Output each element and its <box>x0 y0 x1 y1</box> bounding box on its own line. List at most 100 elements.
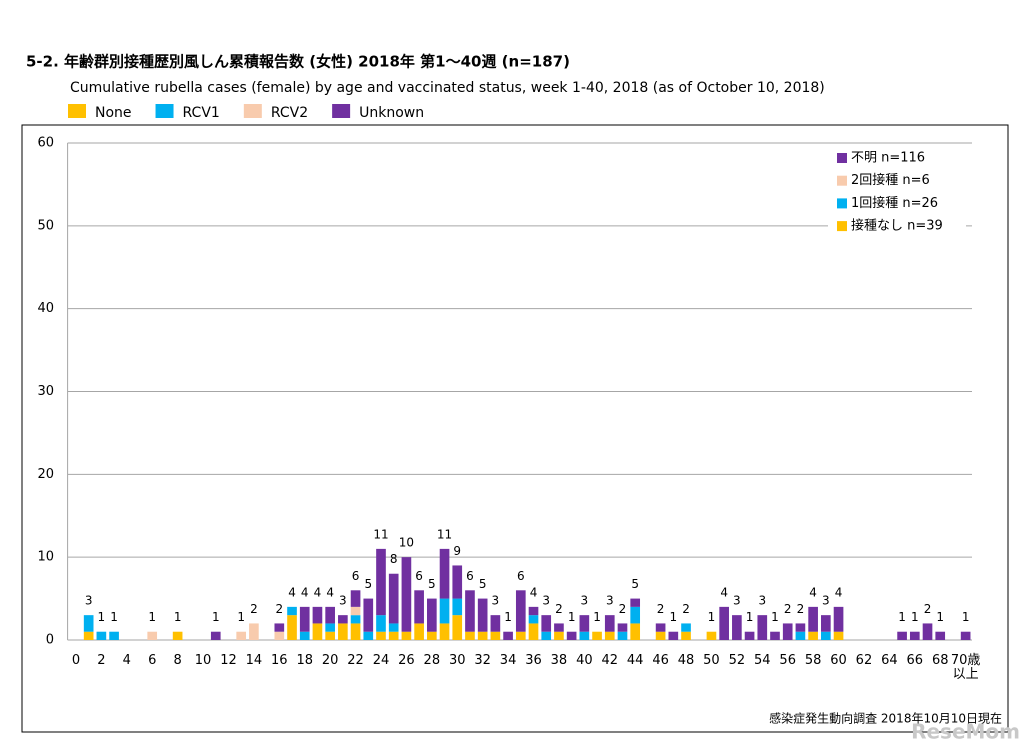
total-label: 3 <box>542 594 550 608</box>
bar-segment <box>541 615 552 632</box>
x-tick-label: 38 <box>550 653 568 668</box>
bar-segment <box>935 631 946 640</box>
x-tick-label: 30 <box>448 653 466 668</box>
bar-segment <box>515 631 526 640</box>
bar-segment <box>477 631 488 640</box>
total-label: 1 <box>174 610 182 624</box>
bar-segment <box>604 631 615 640</box>
x-tick-label: 18 <box>296 653 313 668</box>
total-label: 1 <box>110 610 118 624</box>
bar-segment <box>477 598 488 632</box>
total-label: 4 <box>835 585 843 599</box>
bar-segment <box>795 631 806 640</box>
x-tick-label: 12 <box>220 653 237 668</box>
bar-segment <box>401 557 412 632</box>
inner-legend-swatch <box>837 175 847 186</box>
x-tick-label: 62 <box>855 653 873 668</box>
total-label: 4 <box>301 585 309 599</box>
total-label: 1 <box>962 610 970 624</box>
bar-segment <box>706 631 717 640</box>
bar-segment <box>503 631 513 640</box>
x-tick-label: 44 <box>626 653 644 668</box>
x-tick-label: 8 <box>173 653 182 668</box>
bar-segment <box>719 606 729 640</box>
legend-swatch <box>243 104 262 118</box>
x-tick-label: 32 <box>474 653 491 668</box>
bar-segment <box>960 631 971 640</box>
bar-segment <box>363 598 374 632</box>
bar-segment <box>579 631 590 640</box>
total-label: 1 <box>771 610 779 624</box>
bar-segment <box>363 631 374 640</box>
x-tick-label: 56 <box>779 653 796 668</box>
x-tick-label: 40 <box>576 653 593 668</box>
x-tick-label: 70歳 以上 <box>950 653 981 682</box>
total-label: 3 <box>822 594 830 608</box>
y-tick-label: 10 <box>37 550 54 565</box>
total-label: 6 <box>352 569 360 583</box>
bar-segment <box>427 631 437 640</box>
total-label: 2 <box>682 602 690 616</box>
x-tick-label: 4 <box>122 653 131 668</box>
total-label: 5 <box>428 577 436 591</box>
bar-segment <box>655 623 666 632</box>
y-tick-label: 30 <box>37 384 54 399</box>
bar-segment <box>452 598 463 616</box>
x-tick-label: 58 <box>804 653 822 668</box>
inner-legend-label: 接種なし n=39 <box>851 218 943 234</box>
bar-segment <box>744 631 755 640</box>
x-tick-label: 46 <box>652 653 669 668</box>
y-tick-label: 20 <box>37 467 54 482</box>
x-tick-label: 42 <box>601 653 619 668</box>
legend-label: RCV1 <box>183 105 220 121</box>
total-label: 2 <box>924 602 932 616</box>
inner-legend-label: 2回接種 n=6 <box>851 172 930 188</box>
bar-segment <box>465 631 475 640</box>
bar-segment <box>376 615 386 632</box>
bar-segment <box>427 598 437 632</box>
legend-label: RCV2 <box>271 105 308 121</box>
bar-segment <box>414 623 424 640</box>
bar-segment <box>617 631 628 640</box>
bar-segment <box>287 615 297 640</box>
bar-segment <box>299 631 310 640</box>
x-tick-label: 2 <box>97 653 106 668</box>
bar-segment <box>922 623 933 640</box>
total-label: 3 <box>733 594 741 608</box>
bar-segment <box>821 631 831 640</box>
bar-segment <box>287 606 297 616</box>
total-label: 6 <box>466 569 474 583</box>
total-label: 3 <box>492 594 500 608</box>
x-tick-label: 28 <box>423 653 441 668</box>
total-label: 1 <box>936 610 944 624</box>
bar-segment <box>350 606 361 616</box>
bar-segment <box>350 615 361 624</box>
x-tick-label: 60 <box>830 653 847 668</box>
total-label: 2 <box>657 602 665 616</box>
total-label: 11 <box>437 527 452 541</box>
bar-segment <box>515 590 526 632</box>
bar-segment <box>452 565 463 599</box>
bar-segment <box>897 631 907 640</box>
y-tick-label: 50 <box>37 218 54 233</box>
bar-segment <box>465 590 475 632</box>
y-tick-label: 40 <box>37 301 54 316</box>
bar-segment <box>782 623 793 640</box>
x-tick-label: 48 <box>677 653 695 668</box>
total-label: 3 <box>85 594 93 608</box>
bar-segment <box>388 631 399 640</box>
bar-segment <box>325 623 335 632</box>
bar-segment <box>630 606 641 624</box>
total-label: 1 <box>504 610 512 624</box>
bar-segment <box>554 623 564 632</box>
bar-segment <box>83 615 94 632</box>
bar-segment <box>147 631 158 640</box>
bar-segment <box>630 598 641 607</box>
total-label: 1 <box>237 610 245 624</box>
legend-swatch <box>155 104 174 118</box>
total-label: 2 <box>784 602 792 616</box>
total-label: 3 <box>606 594 614 608</box>
total-label: 1 <box>212 610 220 624</box>
chart-subtitle: Cumulative rubella cases (female) by age… <box>70 80 825 96</box>
bar-segment <box>338 623 348 640</box>
